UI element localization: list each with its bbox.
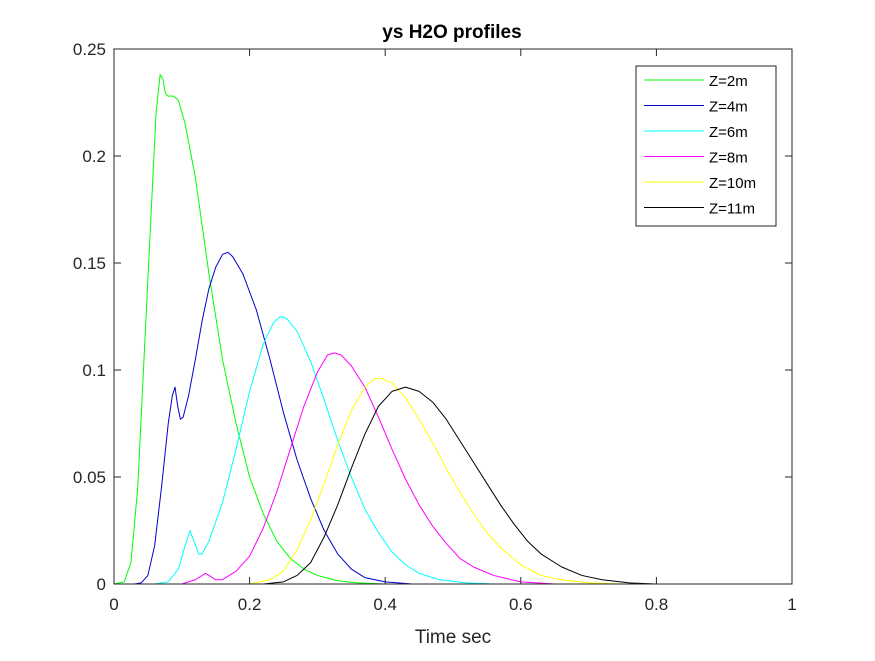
series-line-5 [114, 378, 792, 585]
legend: Z=2m Z=4m Z=6m Z=8m Z=10m Z=11m [635, 65, 777, 227]
x-tick-label: 0.8 [645, 595, 669, 614]
legend-items: Z=2m Z=4m Z=6m Z=8m Z=10m Z=11m [644, 73, 756, 218]
x-tick-label: 1 [787, 595, 796, 614]
y-tick-label: 0.15 [73, 254, 106, 273]
legend-label-5: Z=10m [709, 175, 756, 192]
series-line-1 [113, 74, 792, 585]
legend-label-6: Z=11m [709, 201, 755, 218]
x-axis-label: Time sec [415, 627, 491, 648]
y-tick-label: 0.2 [82, 147, 106, 166]
x-tick-label: 0.6 [509, 595, 533, 614]
plot-frame [113, 48, 793, 585]
x-tick-label: 0.4 [373, 595, 397, 614]
y-tick-label: 0.1 [82, 361, 106, 380]
legend-label-2: Z=4m [709, 99, 748, 116]
y-tick-label: 0 [97, 575, 106, 594]
y-tick-label: 0.25 [73, 40, 106, 59]
series-line-2 [114, 251, 792, 585]
legend-label-4: Z=8m [709, 150, 748, 167]
series-line-3 [114, 316, 792, 585]
chart-title: ys H2O profiles [382, 22, 521, 43]
series-line-6 [114, 386, 792, 585]
y-tick-label: 0.05 [73, 468, 106, 487]
x-tick-label: 0 [109, 595, 118, 614]
legend-label-1: Z=2m [709, 73, 748, 90]
series-layer [113, 74, 792, 585]
legend-label-3: Z=6m [709, 124, 748, 141]
legend-box [635, 65, 777, 227]
ticks-layer: 0 0.2 0.4 0.6 0.8 1 0 0.05 0.1 0.15 0.2 0.25 [73, 40, 797, 614]
series-line-4 [114, 352, 792, 585]
x-tick-label: 0.2 [238, 595, 262, 614]
